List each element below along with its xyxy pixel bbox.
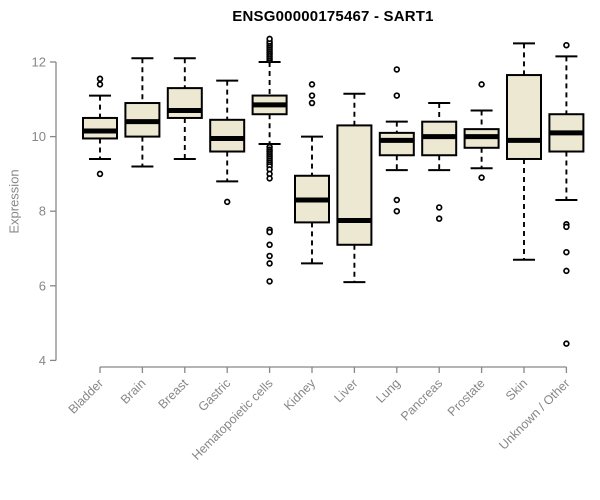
x-category-label: Lung <box>373 376 403 406</box>
outlier-point <box>266 252 273 260</box>
outlier-point <box>96 75 104 83</box>
boxplot-gastric <box>209 79 246 206</box>
boxplot-prostate <box>463 81 500 181</box>
boxplot-pancreas <box>421 102 458 222</box>
outlier-point <box>308 81 316 88</box>
boxplot-liver <box>336 92 373 284</box>
outlier-point <box>478 174 485 181</box>
outlier-point <box>266 175 273 182</box>
outlier-point <box>266 278 273 285</box>
outlier-point <box>266 35 273 43</box>
boxplot-kidney <box>294 81 330 265</box>
y-tick-label: 10 <box>32 129 46 144</box>
outlier-point <box>393 207 401 215</box>
x-category-label: Kidney <box>281 376 318 413</box>
outlier-point <box>266 241 273 249</box>
outlier-point <box>393 196 401 204</box>
y-tick-label: 6 <box>39 278 46 293</box>
y-tick-label: 4 <box>39 353 46 368</box>
outlier-point <box>393 66 401 73</box>
boxplot-unknown-other <box>548 41 585 347</box>
iqr-box <box>209 118 246 153</box>
y-tick-label: 8 <box>39 204 46 219</box>
boxplot-lung <box>378 66 415 215</box>
outlier-point <box>478 81 485 88</box>
outlier-point <box>308 99 316 107</box>
iqr-box <box>378 131 415 157</box>
boxplot-brain <box>124 57 161 168</box>
iqr-box <box>336 124 373 246</box>
outlier-point <box>435 215 443 222</box>
outlier-point <box>563 267 570 275</box>
iqr-box <box>82 116 118 140</box>
x-category-label: Brain <box>118 376 149 407</box>
y-tick-label: 12 <box>32 55 46 70</box>
boxplot-skin <box>506 42 542 261</box>
outlier-point <box>435 204 443 211</box>
outlier-point <box>96 170 104 178</box>
y-axis-title: Expression <box>6 169 22 234</box>
iqr-box <box>506 74 542 160</box>
outlier-point <box>266 228 273 236</box>
x-category-label: Liver <box>331 376 360 405</box>
outlier-point <box>563 223 570 231</box>
outlier-point <box>223 198 231 206</box>
x-category-label: Gastric <box>195 376 233 414</box>
outlier-point <box>96 81 104 88</box>
x-category-label: Skin <box>503 376 530 403</box>
boxplot-breast <box>166 57 203 160</box>
chart-title: ENSG00000175467 - SART1 <box>232 8 434 25</box>
outlier-point <box>266 260 273 267</box>
outlier-point <box>393 92 401 99</box>
x-category-label: Breast <box>155 376 191 412</box>
outlier-point <box>563 41 570 49</box>
x-category-label: Pancreas <box>398 376 445 423</box>
outlier-point <box>308 92 316 99</box>
x-category-label: Hematopoietic cells <box>189 376 276 463</box>
x-category-label: Bladder <box>66 376 106 416</box>
outlier-point <box>563 248 570 256</box>
boxplot-bladder <box>82 75 118 178</box>
boxplot-hematopoietic-cells <box>251 35 288 285</box>
iqr-box <box>166 87 203 119</box>
x-category-label: Prostate <box>445 376 488 419</box>
outlier-point <box>563 340 570 347</box>
